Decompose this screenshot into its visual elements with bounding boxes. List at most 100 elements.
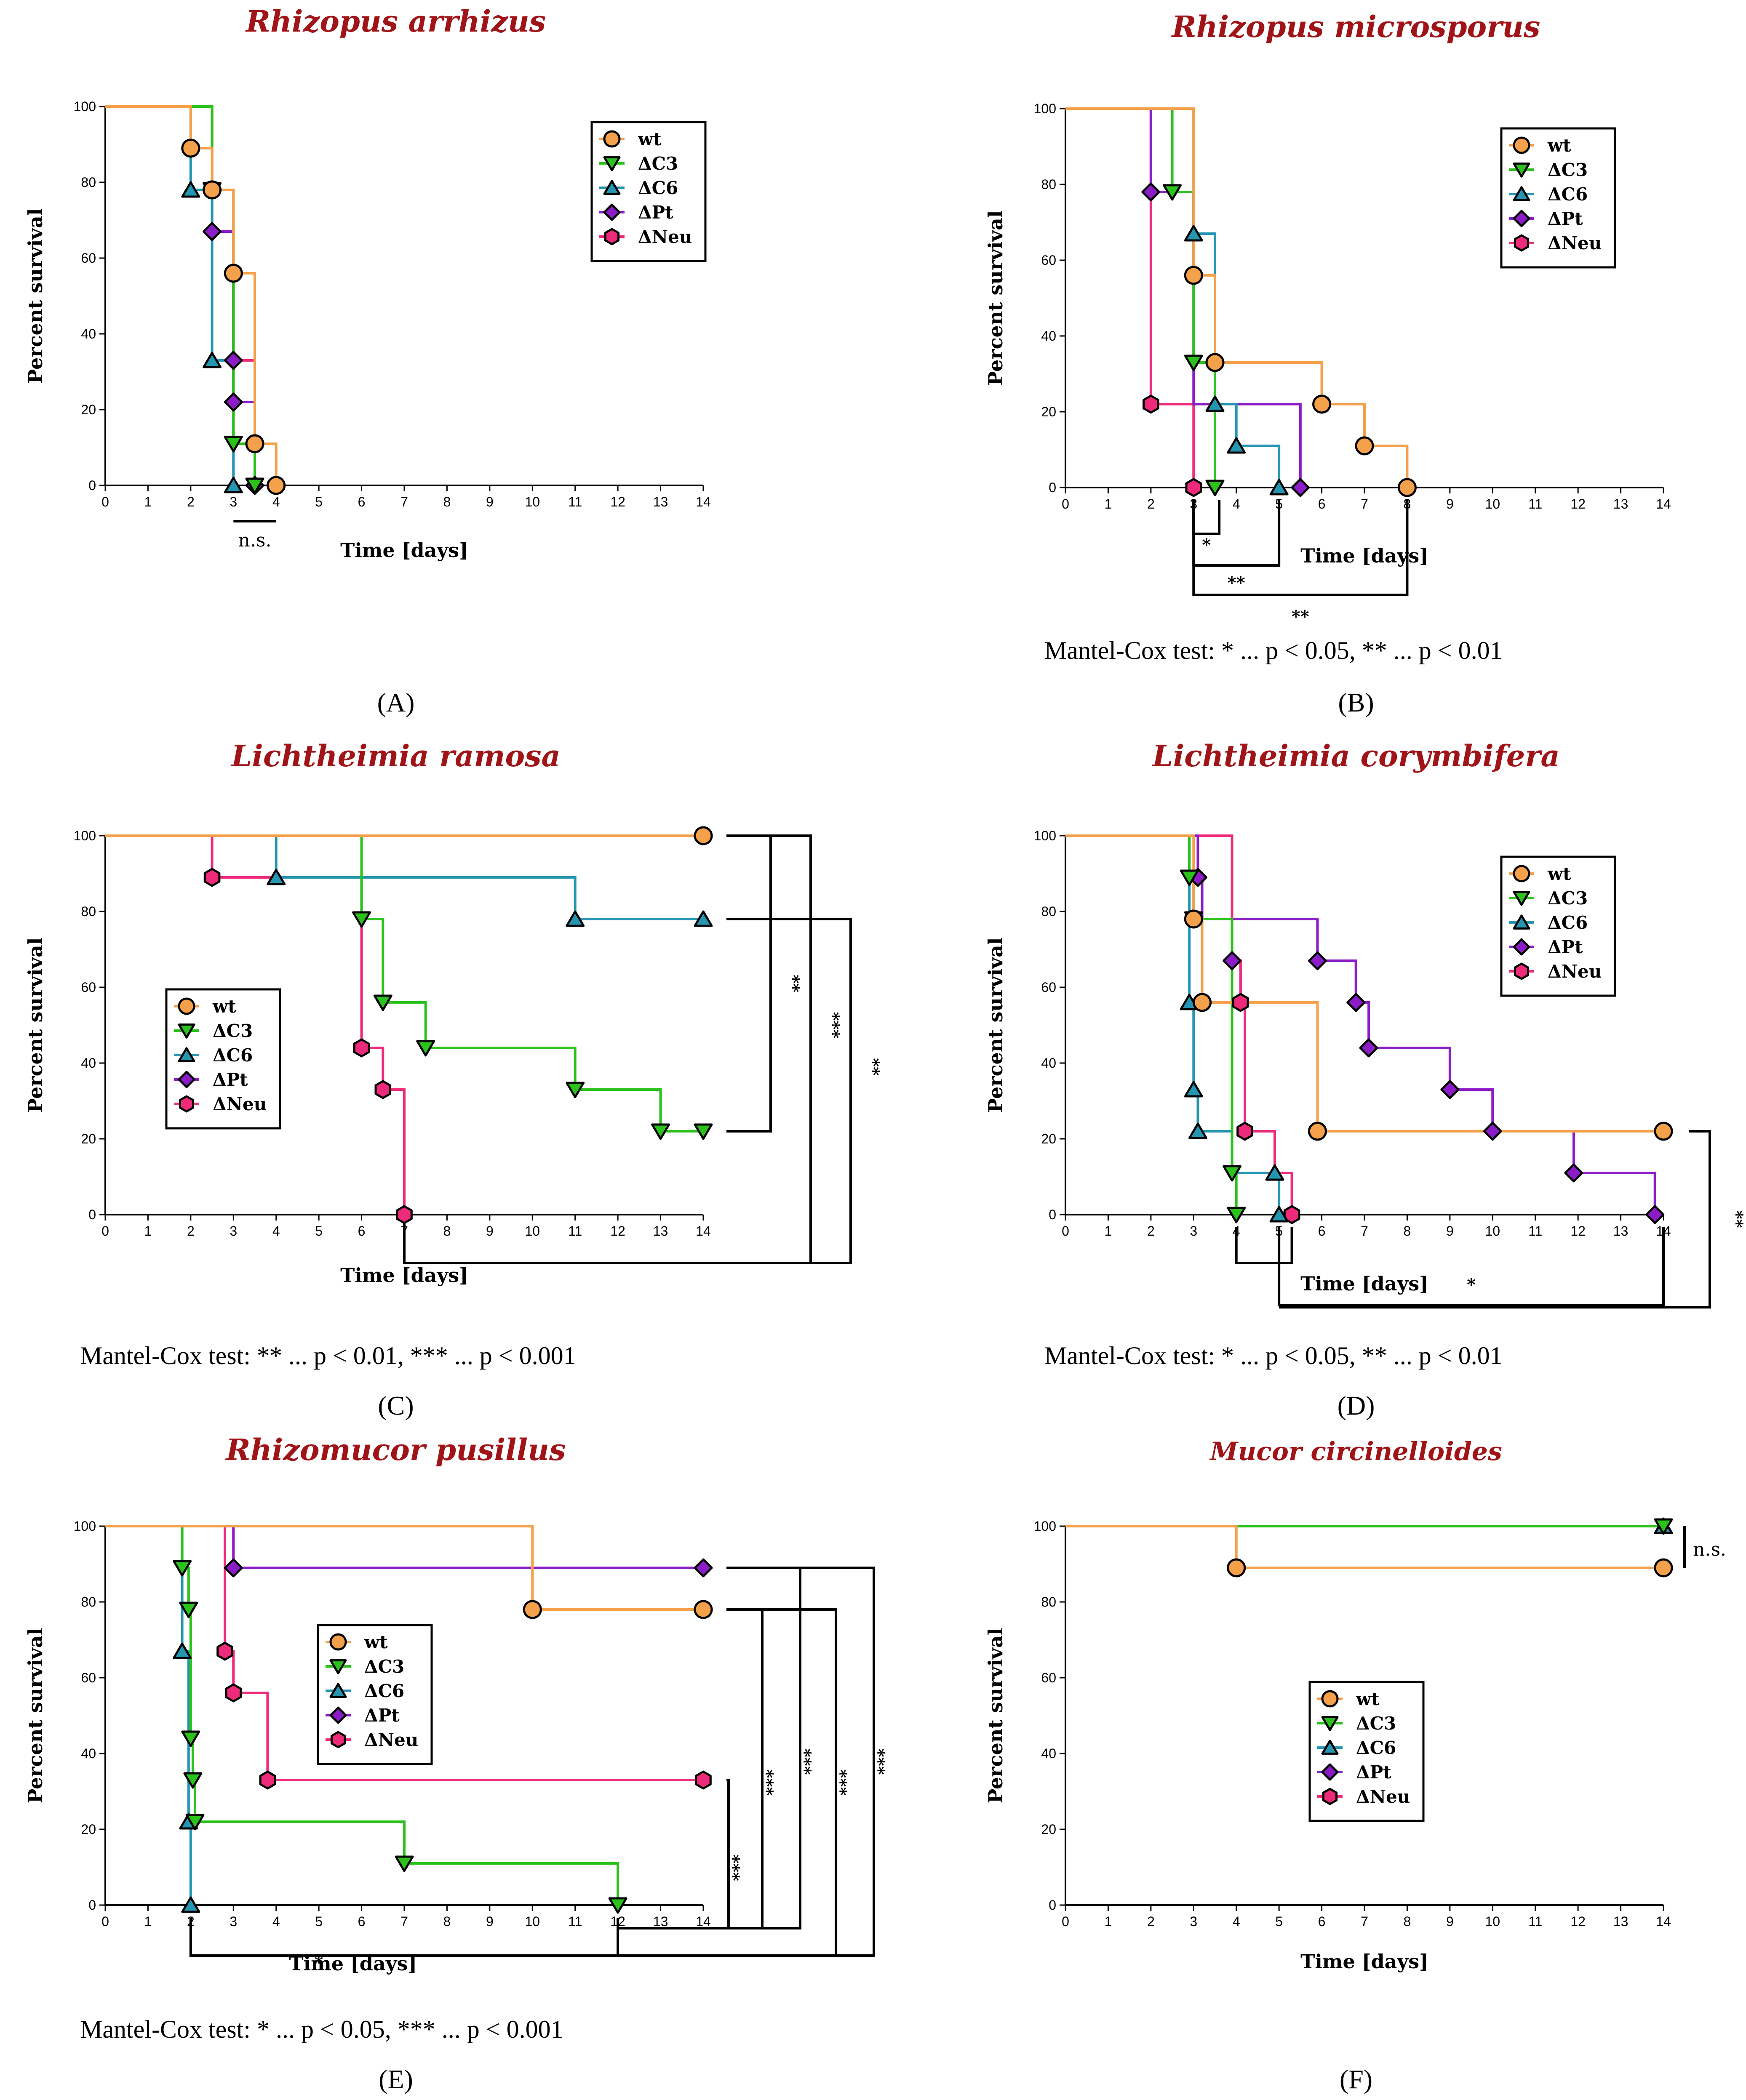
legend-marker-dC3 [329, 1659, 347, 1674]
data-point-dC3 [179, 1602, 198, 1618]
x-tick-label: 1 [1105, 1914, 1112, 1929]
series-line-dNeu [1065, 834, 1293, 1215]
legend-label-wt: wt [212, 996, 236, 1017]
data-point-wt [1312, 394, 1332, 414]
data-point-wt [245, 434, 264, 453]
y-tick-label: 60 [1041, 980, 1056, 995]
series-line-dPt [1065, 107, 1302, 488]
x-tick-label: 11 [1528, 1914, 1542, 1929]
legend-label-wt: wt [1547, 863, 1571, 884]
significance-bracket [190, 1608, 837, 1957]
legend-label-dNeu: ΔNeu [1548, 961, 1602, 982]
y-tick-label: 20 [81, 402, 96, 417]
legend: wt ΔC3 ΔC6 ΔPt ΔNeu [317, 1624, 433, 1765]
y-tick-label: 60 [81, 251, 96, 266]
x-tick-label: 4 [272, 494, 280, 509]
data-point-dC3 [395, 1855, 414, 1872]
legend-label-dNeu: ΔNeu [1548, 233, 1602, 253]
data-point-dNeu [225, 1683, 242, 1703]
y-axis-label: Percent survival [984, 211, 1007, 386]
legend: wt ΔC3 ΔC6 ΔPt ΔNeu [1500, 127, 1616, 269]
legend-label-dC3: ΔC3 [1548, 160, 1588, 180]
x-axis-label: Time [days] [1300, 1272, 1428, 1295]
data-point-dPt [1141, 182, 1161, 202]
x-tick-label: 10 [1485, 1914, 1500, 1929]
data-point-wt [1654, 1558, 1673, 1578]
data-point-dC6 [1184, 225, 1203, 242]
legend: wt ΔC3 ΔC6 ΔPt ΔNeu [1500, 855, 1616, 997]
y-axis-label: Percent survival [984, 938, 1007, 1113]
y-tick-label: 40 [1041, 1746, 1056, 1761]
significance-bracket [618, 1567, 801, 1929]
x-tick-label: 6 [1318, 496, 1326, 512]
x-tick-label: 0 [101, 1914, 109, 1929]
x-tick-label: 13 [653, 494, 668, 509]
x-tick-label: 1 [1105, 1223, 1112, 1239]
y-tick-label: 100 [1034, 101, 1056, 116]
legend-label-dNeu: ΔNeu [1356, 1786, 1410, 1807]
x-tick-label: 1 [144, 494, 152, 509]
significance-bracket [726, 834, 772, 1133]
x-tick-label: 6 [1318, 1223, 1326, 1239]
x-tick-label: 14 [1656, 1914, 1671, 1929]
legend-label-dNeu: ΔNeu [213, 1094, 267, 1114]
series-line-dC3 [105, 105, 256, 485]
x-tick-label: 9 [1446, 496, 1454, 512]
data-point-wt [694, 826, 713, 845]
data-point-dNeu [1236, 1122, 1253, 1141]
y-tick-label: 80 [81, 1594, 96, 1610]
legend-label-dPt: ΔPt [1356, 1762, 1391, 1783]
x-tick-label: 4 [272, 1223, 280, 1239]
significance-label: *** [874, 1748, 894, 1775]
legend-label-dC6: ΔC6 [213, 1045, 253, 1066]
panel-title: Lichtheimia corymbifera [1151, 738, 1559, 773]
data-point-dC6 [181, 181, 200, 198]
test-note: Mantel-Cox test: * ... p < 0.05, ** ... … [1044, 637, 1503, 664]
significance-bracket [618, 1779, 730, 1929]
y-tick-label: 40 [81, 326, 96, 341]
panel-label: (A) [377, 688, 415, 717]
data-point-wt [694, 1600, 713, 1619]
series-line-wt [105, 1525, 703, 1611]
significance-label: ** [863, 1058, 883, 1076]
data-point-dPt [1564, 1163, 1583, 1183]
legend-label-dNeu: ΔNeu [638, 227, 692, 247]
y-tick-label: 40 [81, 1055, 96, 1071]
significance-label: * [1467, 1275, 1476, 1295]
x-tick-label: 3 [1190, 1914, 1197, 1929]
y-tick-label: 0 [1049, 1897, 1056, 1913]
x-tick-label: 6 [358, 1223, 366, 1239]
legend-label-dPt: ΔPt [1548, 208, 1583, 229]
x-tick-label: 4 [272, 1914, 280, 1929]
x-tick-label: 1 [144, 1223, 152, 1239]
significance-bracket [1279, 1130, 1711, 1309]
x-tick-label: 10 [1485, 496, 1500, 512]
x-tick-label: 9 [1446, 1223, 1454, 1239]
y-tick-label: 40 [81, 1746, 96, 1761]
legend-marker-dC6 [1513, 186, 1530, 201]
test-note: Mantel-Cox test: ** ... p < 0.01, *** ..… [80, 1342, 576, 1370]
legend-label-dC6: ΔC6 [1356, 1738, 1396, 1758]
x-tick-label: 3 [230, 1914, 237, 1929]
x-tick-label: 9 [1446, 1914, 1454, 1929]
series-line-dPt [105, 1525, 703, 1569]
x-tick-label: 2 [187, 1223, 195, 1239]
significance-label: ** [1292, 607, 1309, 626]
legend-label-wt: wt [1547, 135, 1571, 156]
x-axis-label: Time [days] [340, 539, 468, 562]
data-point-dC3 [1223, 1165, 1242, 1182]
data-point-dC3 [608, 1897, 627, 1914]
data-point-dPt [1346, 993, 1366, 1012]
series-line-dC6 [105, 105, 235, 485]
data-point-dC3 [416, 1040, 435, 1057]
data-point-dNeu [374, 1080, 392, 1099]
legend-marker-dNeu [1322, 1788, 1338, 1805]
legend: wt ΔC3 ΔC6 ΔPt ΔNeu [1308, 1681, 1425, 1822]
legend-marker-wt [1513, 865, 1530, 882]
x-tick-label: 5 [315, 1914, 323, 1929]
significance-bracket [403, 918, 852, 1264]
data-point-dC3 [1184, 354, 1203, 371]
